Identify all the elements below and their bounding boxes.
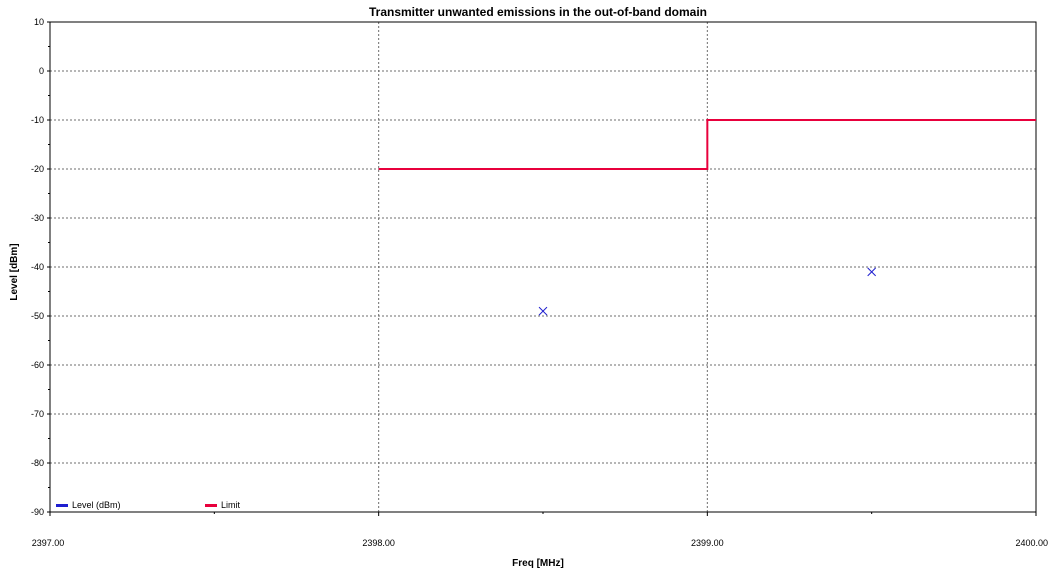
- x-axis: 2397.00 2398.00 2399.00 2400.00: [32, 512, 1048, 548]
- legend-label: Level (dBm): [72, 500, 121, 510]
- y-tick-label: -90: [31, 507, 44, 517]
- level-point-stroke: [538, 306, 548, 316]
- series-layer: [378, 119, 1036, 316]
- level-point-stroke: [867, 267, 877, 277]
- level-point: [867, 267, 877, 277]
- y-tick-label: -70: [31, 409, 44, 419]
- y-tick-label: -20: [31, 164, 44, 174]
- y-axis: 10 0 -10 -20 -30 -40 -50 -60 -70 -80 -90: [31, 17, 50, 517]
- x-axis-label: Freq [MHz]: [512, 558, 564, 569]
- y-tick-label: -10: [31, 115, 44, 125]
- legend-label: Limit: [221, 500, 241, 510]
- y-tick-label: -30: [31, 213, 44, 223]
- y-axis-label: Level [dBm]: [9, 243, 20, 300]
- legend-swatch: [56, 504, 68, 507]
- limit-line: [378, 119, 1036, 170]
- y-tick-label: -60: [31, 360, 44, 370]
- y-tick-label: 0: [39, 66, 44, 76]
- level-point: [538, 306, 548, 316]
- x-tick-label: 2398.00: [362, 538, 395, 548]
- chart-title: Transmitter unwanted emissions in the ou…: [369, 5, 707, 19]
- legend: Level (dBm) Limit: [56, 500, 241, 510]
- legend-swatch: [205, 504, 217, 507]
- x-tick-label: 2400.00: [1015, 538, 1048, 548]
- x-tick-label: 2397.00: [32, 538, 65, 548]
- y-tick-label: 10: [34, 17, 44, 27]
- x-tick-label: 2399.00: [691, 538, 724, 548]
- y-tick-label: -40: [31, 262, 44, 272]
- grid-lines: [50, 22, 1036, 512]
- y-tick-label: -50: [31, 311, 44, 321]
- y-tick-label: -80: [31, 458, 44, 468]
